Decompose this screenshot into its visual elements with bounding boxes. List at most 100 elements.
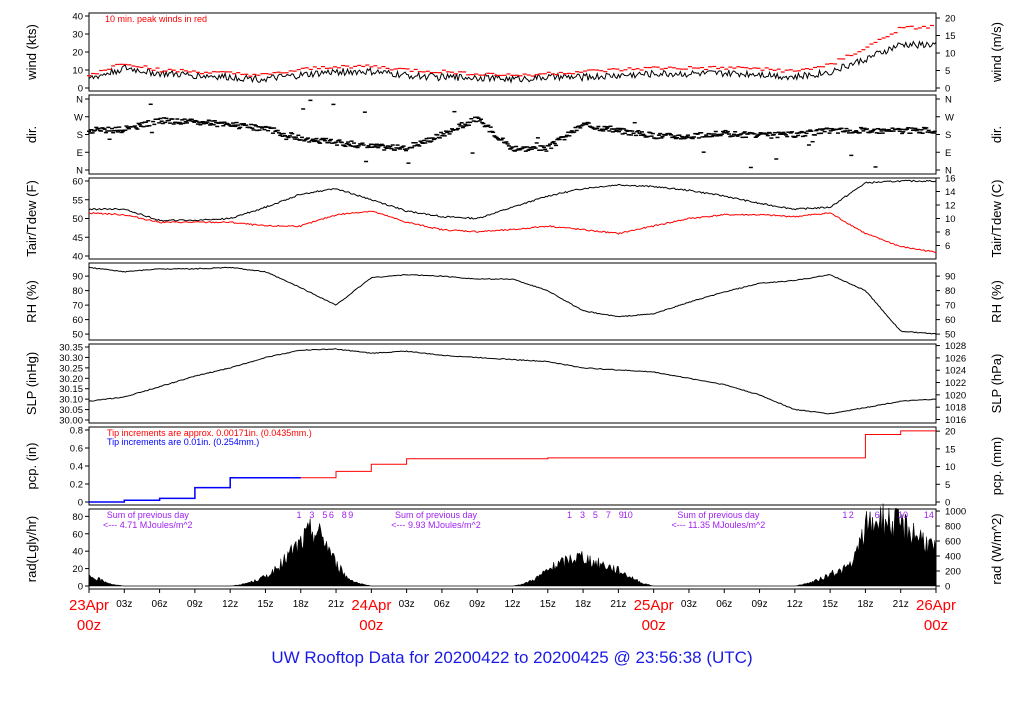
dir-ytick-label: N bbox=[76, 95, 83, 106]
temp-ytick-label: 45 bbox=[72, 233, 83, 244]
rh-ytick-label: 60 bbox=[72, 315, 83, 326]
temp-ytick-label: 40 bbox=[72, 252, 83, 263]
rad-hour-marker: 8 bbox=[342, 510, 347, 520]
rad-ytick-label: 20 bbox=[72, 564, 83, 575]
x-tick-label: 06z bbox=[716, 599, 732, 610]
rh-ytick-right-label: 60 bbox=[945, 315, 956, 326]
rad-hour-marker: 14 bbox=[924, 510, 934, 520]
x-tick-label: 21z bbox=[893, 599, 909, 610]
rad-hour-marker: 6 bbox=[329, 510, 334, 520]
temp-ylabel: Tair/Tdew (F) bbox=[24, 180, 39, 257]
x-tick-label: 09z bbox=[469, 599, 485, 610]
rad-ylabel: rad(Lgly/hr) bbox=[24, 516, 39, 582]
wind-ytick-label: 20 bbox=[72, 48, 83, 59]
dir-ytick-right-label: N bbox=[945, 95, 952, 106]
temp-ytick-label: 50 bbox=[72, 214, 83, 225]
rad-annotation-line1: Sum of previous day bbox=[677, 510, 760, 520]
x-tick-label: 06z bbox=[434, 599, 450, 610]
rh-ytick-label: 90 bbox=[72, 272, 83, 283]
pcp-ytick-right-label: 10 bbox=[945, 462, 956, 473]
dir-ytick-label: S bbox=[77, 130, 83, 141]
temp-ytick-label: 55 bbox=[72, 195, 83, 206]
x-day-label: 26Apr bbox=[916, 597, 956, 614]
temp-ytick-right-label: 6 bbox=[945, 241, 950, 252]
rad-ytick-label: 40 bbox=[72, 547, 83, 558]
x-day-label: 23Apr bbox=[69, 597, 109, 614]
rad-annotation-line1: Sum of previous day bbox=[107, 510, 190, 520]
x-day-time: 00z bbox=[359, 617, 383, 634]
pcp-ytick-right-label: 5 bbox=[945, 480, 950, 491]
rad-hour-marker: 10 bbox=[623, 510, 633, 520]
rad-ytick-label: 0 bbox=[78, 582, 83, 593]
rad-hour-marker: 7 bbox=[606, 510, 611, 520]
dir-ylabel-right: dir. bbox=[989, 126, 1004, 143]
pcp-ylabel-right: pcp. (mm) bbox=[989, 437, 1004, 496]
footer-title: UW Rooftop Data for 20200422 to 20200425… bbox=[271, 648, 753, 667]
temp-ylabel-right: Tair/Tdew (C) bbox=[989, 179, 1004, 257]
slp-ytick-label: 30.15 bbox=[59, 384, 83, 395]
rh-ytick-label: 50 bbox=[72, 330, 83, 341]
rad-hour-marker: 1 bbox=[296, 510, 301, 520]
rh-ytick-right-label: 50 bbox=[945, 330, 956, 341]
temp-ytick-right-label: 12 bbox=[945, 201, 956, 212]
wind-ytick-label: 30 bbox=[72, 30, 83, 41]
rh-ytick-right-label: 90 bbox=[945, 272, 956, 283]
rad-ytick-right-label: 200 bbox=[945, 567, 961, 578]
slp-ytick-right-label: 1016 bbox=[945, 415, 966, 426]
pcp-ytick-label: 0.6 bbox=[70, 444, 83, 455]
slp-ytick-right-label: 1028 bbox=[945, 341, 966, 352]
x-tick-label: 09z bbox=[751, 599, 767, 610]
pcp-ytick-label: 0.2 bbox=[70, 480, 83, 491]
rad-hour-marker: 5 bbox=[593, 510, 598, 520]
pcp-ytick-label: 0.8 bbox=[70, 426, 83, 437]
pcp-ylabel: pcp. (in) bbox=[24, 443, 39, 490]
x-tick-label: 18z bbox=[857, 599, 873, 610]
x-tick-label: 21z bbox=[610, 599, 626, 610]
x-tick-label: 18z bbox=[293, 599, 309, 610]
x-axis: 03z 06z 09z 12z 15z 18z 21z 03z 06z 09z 12z 15z 18z 2… bbox=[69, 589, 956, 634]
slp-ytick-label: 30.35 bbox=[59, 343, 83, 354]
rh-ytick-label: 80 bbox=[72, 286, 83, 297]
rh-ytick-right-label: 80 bbox=[945, 286, 956, 297]
rad-ytick-right-label: 0 bbox=[945, 582, 950, 593]
temp-panel: 40 45 50 55 60 6 8 10 12 14 16 Tair/Tdew (F) Tair/Td… bbox=[24, 174, 1004, 263]
rad-annotation-line1: Sum of previous day bbox=[395, 510, 478, 520]
slp-ylabel: SLP (inHg) bbox=[24, 352, 39, 415]
pcp-ytick-label: 0.4 bbox=[70, 462, 83, 473]
rad-hour-marker: 9 bbox=[619, 510, 624, 520]
temp-ytick-right-label: 16 bbox=[945, 174, 956, 185]
dir-ytick-right-label: W bbox=[945, 112, 954, 123]
rad-ytick-right-label: 400 bbox=[945, 552, 961, 563]
x-day-time: 00z bbox=[77, 617, 101, 634]
pcp-annotation-tip: Tip increments are 0.01in. (0.254mm.) bbox=[107, 437, 259, 447]
rad-ytick-label: 60 bbox=[72, 529, 83, 540]
wind-frame bbox=[88, 12, 937, 92]
dir-frame bbox=[88, 94, 937, 175]
temp-ytick-right-label: 14 bbox=[945, 187, 956, 198]
rad-frame bbox=[88, 508, 937, 590]
x-day-time: 00z bbox=[642, 617, 666, 634]
pcp-ytick-label: 0 bbox=[78, 498, 83, 509]
rad-hour-marker: 1 bbox=[842, 510, 847, 520]
rad-annotation-line2: <--- 9.93 MJoules/m^2 bbox=[391, 520, 481, 530]
wind-ytick-right-label: 20 bbox=[945, 14, 956, 25]
pcp-ytick-right-label: 15 bbox=[945, 444, 956, 455]
rad-ytick-right-label: 800 bbox=[945, 522, 961, 533]
x-tick-label: 15z bbox=[822, 599, 838, 610]
x-tick-label: 12z bbox=[787, 599, 803, 610]
x-tick-label: 15z bbox=[540, 599, 556, 610]
dir-ytick-label: E bbox=[77, 148, 83, 159]
x-tick-label: 12z bbox=[222, 599, 238, 610]
pcp-ytick-right-label: 20 bbox=[945, 427, 956, 438]
x-tick-label: 03z bbox=[399, 599, 415, 610]
slp-ytick-right-label: 1022 bbox=[945, 378, 966, 389]
slp-ytick-label: 30.30 bbox=[59, 353, 83, 364]
rad-ytick-label: 80 bbox=[72, 512, 83, 523]
temp-line-1 bbox=[88, 210, 937, 254]
rh-frame bbox=[88, 262, 937, 341]
slp-ytick-label: 30.20 bbox=[59, 374, 83, 385]
slp-ytick-label: 30.10 bbox=[59, 395, 83, 406]
